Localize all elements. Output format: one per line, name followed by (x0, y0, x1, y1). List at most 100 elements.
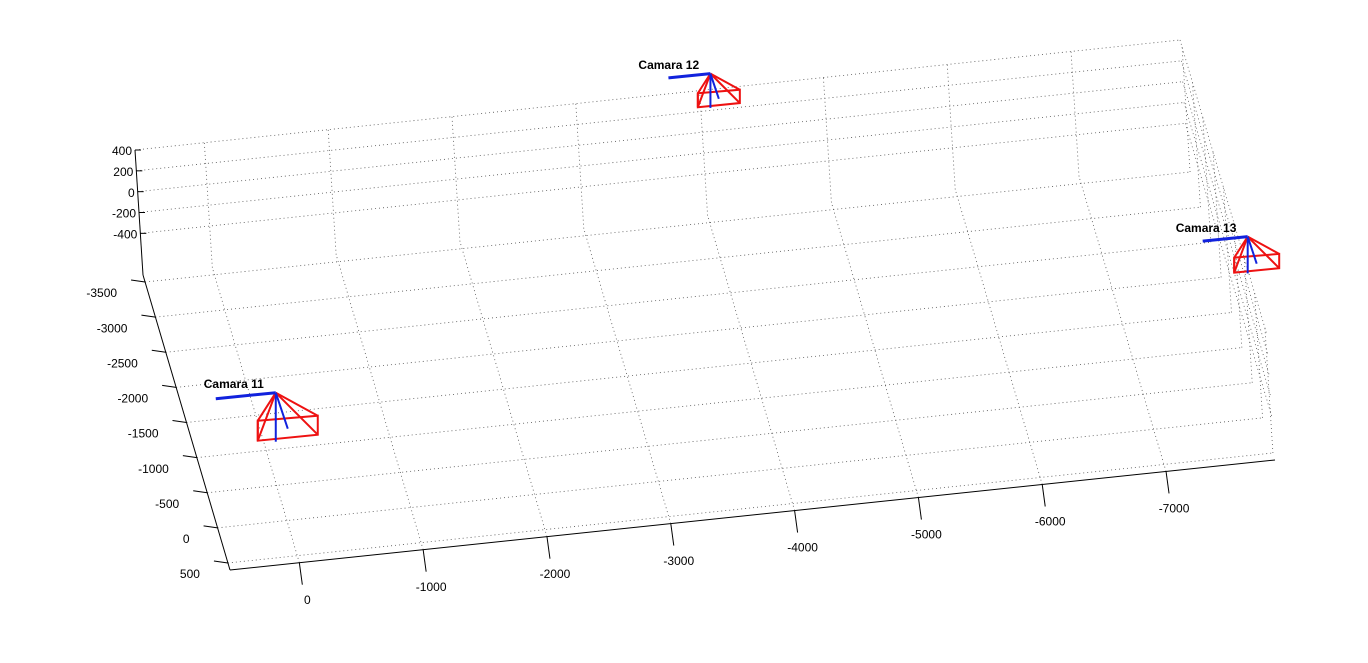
grid-line (1180, 60, 1269, 356)
camera-axis (1246, 236, 1258, 264)
frustum-edge (696, 73, 712, 108)
grid-line (196, 347, 1242, 459)
x-tick (1165, 471, 1170, 494)
y-tick (203, 525, 218, 529)
x-tick (917, 497, 922, 520)
x-tick (546, 536, 551, 559)
grid-line (707, 215, 795, 511)
frustum-edge (275, 391, 319, 436)
y-tick (213, 560, 228, 564)
z-tick-label: 0 (128, 186, 135, 200)
grid-line (1254, 292, 1263, 418)
camera-axis (1202, 235, 1248, 243)
grid-line (335, 254, 424, 550)
camera (668, 72, 741, 109)
grid-line (137, 81, 1183, 193)
x-tick (422, 549, 427, 572)
grid-line (186, 312, 1232, 423)
grid-line (1192, 82, 1201, 208)
y-tick-label: 0 (183, 532, 190, 546)
z-tick-label: 400 (112, 144, 132, 158)
grid-line (140, 122, 1186, 234)
camera-axis (274, 392, 289, 430)
x-tick-label: -7000 (1159, 502, 1190, 516)
frustum-edge (275, 391, 319, 417)
grid-line (138, 102, 1185, 213)
z-tick-label: -400 (113, 228, 137, 242)
grid-line (165, 241, 1211, 353)
x-tick (298, 562, 303, 585)
grid-line (1183, 102, 1272, 398)
grid-line (203, 142, 213, 268)
grid-line (145, 171, 1191, 283)
y-tick-label: -3000 (97, 321, 128, 335)
grid-line (1184, 123, 1273, 419)
y-tick (193, 490, 208, 494)
grid-line (155, 206, 1201, 318)
grid-line (227, 452, 1273, 564)
camera-axis (709, 73, 720, 100)
grid-line (459, 241, 548, 537)
camera-label: Camara 12 (638, 58, 699, 72)
grid-line (575, 103, 585, 229)
z-tick-label: 200 (113, 165, 133, 179)
frustum-edge (1246, 235, 1280, 269)
x-tick (670, 523, 675, 546)
x-tick-label: -6000 (1035, 515, 1066, 529)
y-tick-label: -2000 (117, 392, 148, 406)
grid-line (831, 202, 919, 498)
camera-label: Camara 13 (1176, 221, 1237, 235)
frustum-edge (1233, 236, 1249, 274)
x-tick-label: -2000 (540, 567, 571, 581)
y-tick-label: -1500 (128, 427, 159, 441)
y-tick-label: -2500 (107, 356, 138, 370)
grid-line (136, 60, 1182, 172)
grid-line (217, 417, 1263, 529)
camera-label: Camara 11 (204, 377, 264, 391)
y-tick (172, 420, 187, 423)
frustum-edge (1247, 235, 1280, 255)
y-tick (182, 455, 197, 459)
grid-line (451, 116, 461, 242)
y-tick-label: -1000 (138, 462, 169, 476)
x-tick-label: -3000 (663, 554, 694, 568)
grid-line (1223, 187, 1232, 313)
x-tick (794, 510, 799, 533)
camera (215, 391, 319, 442)
grid-line (1233, 222, 1243, 348)
grid-line (1212, 152, 1222, 278)
y-tick (141, 314, 156, 318)
x-tick (1041, 484, 1046, 507)
grid-line (176, 276, 1222, 388)
frustum-edge (256, 392, 277, 442)
y-tick-label: -500 (155, 497, 179, 511)
camera-axis (215, 391, 276, 401)
camera-axis (668, 72, 711, 80)
grid-line (1070, 51, 1080, 177)
grid-line (1182, 81, 1271, 377)
grid-line (211, 267, 300, 563)
grid-line (327, 129, 337, 255)
grid-line (1243, 257, 1253, 383)
frustum-edge (709, 72, 741, 104)
camera (1202, 235, 1281, 274)
grid-line (699, 90, 708, 216)
frustum-edge (709, 72, 741, 91)
z-tick-label: -200 (112, 207, 136, 221)
y-tick-label: -3500 (86, 286, 117, 300)
x-tick-label: 0 (304, 593, 311, 607)
y-tick (162, 384, 177, 388)
grid-line (207, 382, 1253, 494)
y-tick (151, 349, 166, 353)
grid-line (954, 189, 1043, 485)
x-tick-label: -4000 (787, 541, 818, 555)
x-tick-label: -1000 (416, 580, 447, 594)
frustum-edge (256, 392, 277, 422)
y-tick (131, 279, 146, 283)
grid-line (583, 228, 672, 524)
x-axis (229, 459, 1276, 571)
grid-line (1179, 39, 1268, 336)
grid-line (1078, 176, 1167, 472)
x-tick-label: -5000 (911, 528, 942, 542)
